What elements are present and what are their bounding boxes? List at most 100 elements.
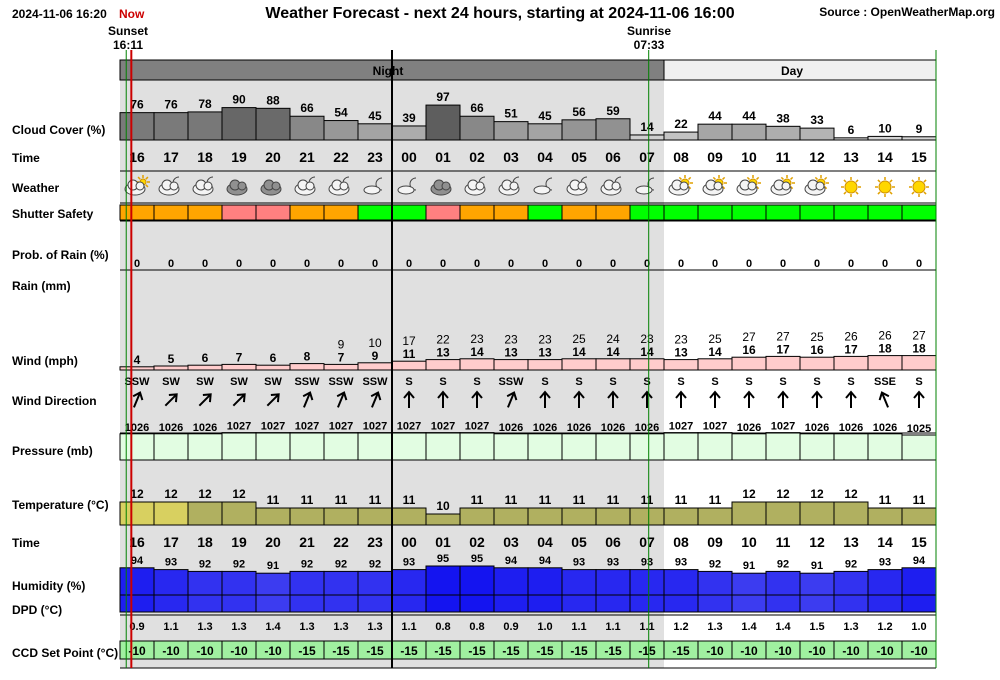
wind-arrow-icon: [403, 390, 415, 408]
sun-ray: [923, 191, 927, 195]
time-label: 03: [503, 149, 519, 165]
pressure-value: 1027: [295, 421, 319, 433]
cloud-value: 44: [742, 109, 756, 123]
sun-ray: [923, 179, 927, 183]
temperature-value: 11: [709, 493, 722, 507]
time-label: 00: [401, 149, 417, 165]
cloud-puff: [441, 181, 451, 191]
arrow-head: [336, 391, 348, 401]
sun-cloud-icon: [804, 175, 829, 196]
sun-disc: [844, 180, 858, 194]
rain-probability-value: 0: [712, 258, 718, 270]
pressure-bar: [901, 434, 937, 461]
wind-gust-value: 25: [810, 330, 824, 344]
wind-gust-value: 26: [844, 329, 858, 343]
temperature-value: 11: [335, 493, 348, 507]
humidity-bar: [697, 570, 733, 596]
pressure-bar: [391, 432, 427, 461]
wind-direction-text: S: [643, 376, 650, 388]
sun-ray: [877, 179, 881, 183]
wind-arrow-icon: [471, 390, 483, 408]
dpd-value: 0.9: [503, 621, 518, 633]
humidity-bar-base: [391, 594, 427, 613]
humidity-bar-base: [357, 594, 393, 613]
wind-speed-value: 17: [776, 342, 790, 356]
ccd-value: -15: [604, 644, 622, 658]
shutter-cell: [629, 204, 665, 221]
humidity-bar-base: [561, 594, 597, 613]
wind-bar: [425, 359, 461, 371]
time-label: 18: [197, 149, 213, 165]
time-label-bottom: 06: [605, 534, 621, 550]
wind-direction-text: SSW: [294, 376, 320, 388]
wind-gust-value: 27: [742, 330, 756, 344]
sun-ray: [843, 179, 847, 183]
time-label-bottom: 23: [367, 534, 383, 550]
temperature-value: 11: [675, 493, 688, 507]
humidity-bar: [357, 570, 393, 596]
cloud-puff: [135, 181, 145, 191]
time-label-bottom: 20: [265, 534, 281, 550]
humidity-bar: [765, 570, 801, 596]
dpd-value: 1.3: [197, 621, 212, 633]
arrow-head: [168, 393, 178, 403]
humidity-bar-base: [221, 594, 257, 613]
wind-gust-value: 17: [402, 334, 416, 348]
humidity-value: 92: [369, 558, 381, 570]
cloud-moon-icon: [498, 176, 520, 196]
cloud-puff: [679, 181, 689, 191]
time-label-bottom: 00: [401, 534, 417, 550]
humidity-bar-base: [765, 594, 801, 613]
moon-crescent: [409, 177, 417, 191]
humidity-bar-base: [153, 594, 189, 613]
shutter-cell: [595, 204, 631, 221]
wind-arrow-icon: [437, 390, 449, 408]
label-rain-probability: Prob. of Rain (%): [12, 248, 109, 262]
wind-bar: [561, 358, 597, 371]
wind-speed-value: 9: [372, 349, 379, 363]
rain-probability-value: 0: [780, 258, 786, 270]
wind-gust-value: 23: [640, 332, 654, 346]
label-shutter-safety: Shutter Safety: [12, 207, 94, 221]
rain-probability-value: 0: [168, 258, 174, 270]
cloud-puff: [339, 181, 349, 191]
wind-bar: [799, 356, 835, 371]
wind-direction-text: SW: [264, 376, 282, 388]
label-pressure: Pressure (mb): [12, 444, 93, 458]
arrow-shaft: [164, 394, 177, 407]
humidity-bar: [629, 569, 665, 596]
pressure-value: 1026: [159, 422, 183, 434]
wind-arrow-icon: [777, 390, 789, 408]
pressure-bar: [799, 433, 835, 461]
pressure-value: 1027: [363, 421, 387, 433]
cloud-puff: [237, 181, 247, 191]
ccd-value: -15: [570, 644, 588, 658]
wind-speed-value: 13: [436, 346, 450, 360]
pressure-value: 1027: [397, 421, 421, 433]
label-weather: Weather: [12, 181, 59, 195]
ccd-value: -15: [298, 644, 316, 658]
shutter-cell: [119, 204, 155, 221]
time-label: 16: [129, 149, 145, 165]
pressure-value: 1026: [635, 422, 659, 434]
temperature-value: 11: [913, 493, 926, 507]
pressure-value: 1026: [499, 422, 523, 434]
sun-ray: [722, 176, 726, 180]
humidity-bar: [425, 565, 461, 596]
humidity-bar-base: [289, 594, 325, 613]
cloud-value: 51: [504, 107, 518, 121]
pressure-bar: [833, 433, 869, 461]
sun-ray: [843, 191, 847, 195]
cloud-value: 14: [640, 120, 654, 134]
temperature-bar: [221, 501, 257, 526]
humidity-bar: [527, 567, 563, 596]
temperature-value: 10: [436, 499, 450, 513]
sun-ray: [756, 176, 760, 180]
time-label-bottom: 03: [503, 534, 519, 550]
wind-direction-text: S: [847, 376, 854, 388]
dpd-value: 1.2: [673, 621, 688, 633]
humidity-bar: [833, 570, 869, 596]
shutter-cell: [153, 204, 189, 221]
cloud-value: 44: [708, 109, 722, 123]
cloud-bar: [697, 123, 733, 141]
